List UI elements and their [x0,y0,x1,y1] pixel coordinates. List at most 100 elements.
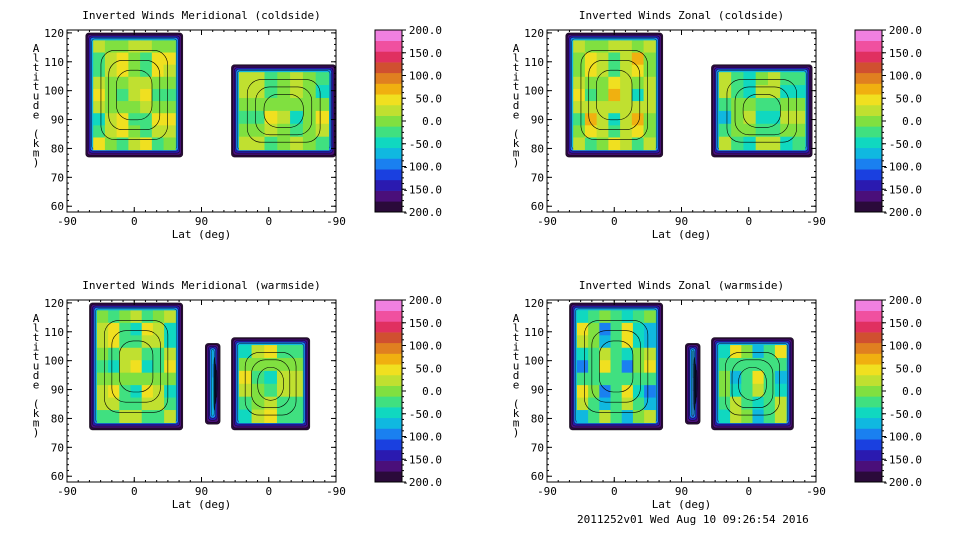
colorbar-swatch [855,40,882,52]
data-cell [631,113,645,126]
colorbar-swatch [375,126,402,138]
data-cell [632,322,645,336]
data-cell [588,397,600,411]
y-tick-label: 60 [531,470,544,483]
data-cell [743,72,757,86]
data-cell [277,136,291,151]
data-cell [573,52,586,66]
colorbar-swatch [375,300,402,312]
data-cell [96,347,109,361]
data-cell [302,97,317,112]
data-cell [632,347,645,361]
colorbar-swatch [855,30,882,42]
x-tick-label: 90 [195,485,208,498]
data-cell [730,345,742,359]
data-cell [277,110,291,125]
colorbar-swatch [855,374,882,386]
data-cell [119,310,132,324]
data-cell [755,85,769,99]
data-cell [730,370,742,385]
data-cell [130,397,143,411]
chart-title: Inverted Winds Meridional (warmside) [82,279,320,292]
data-cell [588,410,600,423]
data-cell [104,101,118,114]
data-cell [141,335,154,349]
data-cell [643,88,656,102]
data-cell [238,110,253,125]
x-tick-label: 0 [131,215,138,228]
data-cell [93,76,106,90]
data-cell [163,125,176,138]
data-cell [644,410,656,423]
data-cell [290,110,304,125]
data-cell [108,372,120,386]
colorbar-label: -100.0 [882,161,922,174]
x-tick-label: 0 [131,485,138,498]
data-cell [238,123,253,138]
data-cell [289,396,303,411]
x-tick-label: -90 [326,215,346,228]
contour-line [696,369,698,398]
colorbar-label: -50.0 [889,408,922,421]
data-cell [164,310,176,324]
data-cell [151,125,165,138]
data-cell [588,360,600,374]
data-cell [632,335,645,349]
data-cell [599,385,612,399]
colorbar-swatch [375,460,402,472]
y-tick-label: 110 [524,56,544,69]
data-cell [96,410,109,423]
data-cell [141,360,154,374]
data-cell [576,347,589,361]
data-cell [151,52,165,66]
data-cell [610,310,623,324]
contour-line [731,359,774,409]
data-cell [599,360,612,374]
data-cell [755,136,769,151]
colorbar-swatch [855,417,882,429]
colorbar-swatch [855,332,882,344]
colorbar-label: 50.0 [416,362,443,375]
data-cell [573,101,586,114]
y-tick-label: 100 [44,355,64,368]
data-cell [718,409,731,423]
data-cell [276,396,291,411]
x-tick-label: -90 [57,215,77,228]
data-cell [151,101,165,114]
colorbar-swatch [375,30,402,42]
data-cell [119,397,132,411]
data-cell [596,40,609,54]
data-cell [128,40,141,54]
chart-panel-zonal-warmside: Inverted Winds Zonal (warmside) 60 70 80 90 1… [513,279,922,511]
colorbar-swatch [855,428,882,440]
data-cell [780,110,793,125]
data-cell [730,357,742,372]
data-cell [792,85,806,99]
colorbar-swatch [375,169,402,181]
colorbar-label: -200.0 [402,476,442,489]
data-cell [608,52,621,66]
data-cell [576,397,589,411]
colorbar-swatch [855,72,882,84]
colorbar-label: 100.0 [889,340,922,353]
x-tick-label: 0 [745,215,752,228]
data-region [711,64,813,158]
colorbar-label: 100.0 [409,340,442,353]
colorbar-swatch [375,353,402,365]
data-cell [290,97,304,112]
y-tick-label: 90 [531,114,544,127]
y-tick-label: 90 [531,384,544,397]
contour-line [104,320,169,413]
colorbar-label: 0.0 [902,385,922,398]
data-cell [584,52,598,66]
data-cell [163,40,176,54]
colorbar-swatch [855,460,882,472]
colorbar-swatch [855,364,882,376]
data-cell [792,97,806,112]
colorbar-label: -200.0 [882,206,922,219]
colorbar-swatch [855,62,882,74]
colorbar-label: -200.0 [402,206,442,219]
data-cell [251,123,265,138]
data-cell [718,383,731,398]
data-cell [93,101,106,114]
